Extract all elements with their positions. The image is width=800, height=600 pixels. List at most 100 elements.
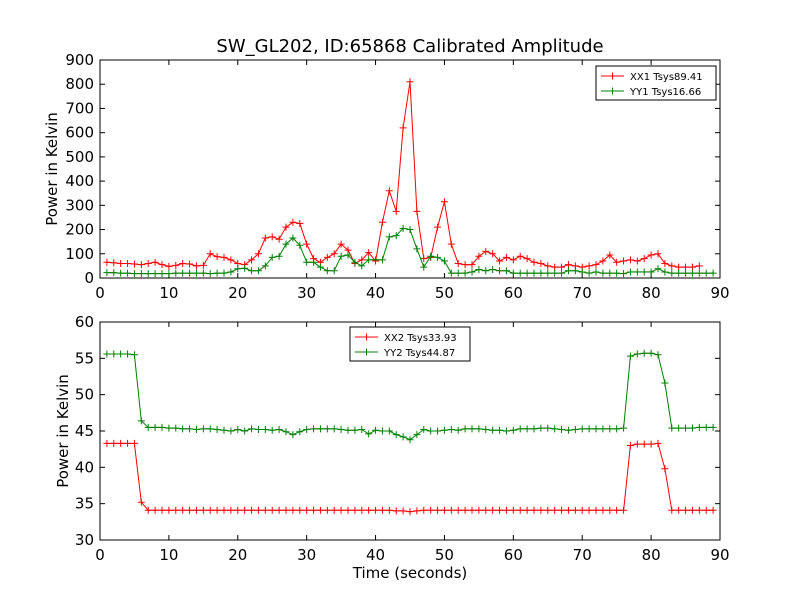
data-point bbox=[227, 268, 235, 276]
data-point bbox=[406, 508, 414, 516]
data-point bbox=[296, 428, 304, 436]
data-point bbox=[275, 235, 283, 243]
data-point bbox=[537, 506, 545, 514]
data-point bbox=[254, 506, 262, 514]
data-point bbox=[248, 267, 256, 275]
data-point bbox=[468, 506, 476, 514]
data-point bbox=[551, 269, 559, 277]
data-point bbox=[592, 261, 600, 269]
data-point bbox=[661, 465, 669, 473]
legend-marker bbox=[363, 333, 370, 341]
data-point bbox=[124, 350, 132, 358]
data-point bbox=[344, 426, 352, 434]
data-point bbox=[110, 439, 118, 447]
data-point bbox=[558, 263, 566, 271]
data-point bbox=[358, 262, 366, 270]
data-point bbox=[620, 270, 628, 278]
data-point bbox=[454, 269, 462, 277]
data-point bbox=[268, 253, 276, 261]
data-point bbox=[496, 267, 504, 275]
x-tick-label: 90 bbox=[710, 546, 729, 564]
data-point bbox=[578, 268, 586, 276]
x-tick-label: 30 bbox=[297, 546, 316, 564]
data-point bbox=[702, 506, 710, 514]
data-point bbox=[516, 269, 524, 277]
data-point bbox=[413, 431, 421, 439]
data-point bbox=[688, 263, 696, 271]
data-point bbox=[709, 423, 717, 431]
data-point bbox=[592, 425, 600, 433]
data-point bbox=[447, 269, 455, 277]
data-point bbox=[688, 424, 696, 432]
data-point bbox=[358, 426, 366, 434]
data-point bbox=[585, 425, 593, 433]
data-point bbox=[248, 506, 256, 514]
data-point bbox=[103, 350, 111, 358]
data-point bbox=[289, 234, 297, 242]
data-point bbox=[509, 256, 517, 264]
data-point bbox=[434, 506, 442, 514]
data-point bbox=[564, 267, 572, 275]
data-point bbox=[544, 262, 552, 270]
data-point bbox=[551, 263, 559, 271]
data-point bbox=[310, 258, 318, 266]
data-point bbox=[654, 265, 662, 273]
y-tick-label: 600 bbox=[65, 124, 94, 142]
data-point bbox=[275, 506, 283, 514]
data-point bbox=[172, 506, 180, 514]
data-point bbox=[378, 427, 386, 435]
data-point bbox=[192, 426, 200, 434]
data-point bbox=[613, 269, 621, 277]
legend: XX1 Tsys89.41 YY1 Tsys16.66 bbox=[595, 65, 717, 101]
data-point bbox=[227, 427, 235, 435]
x-tick-label: 60 bbox=[504, 284, 523, 302]
data-point bbox=[261, 426, 269, 434]
data-point bbox=[523, 255, 531, 263]
data-point bbox=[282, 506, 290, 514]
data-point bbox=[537, 424, 545, 432]
y-tick-label: 50 bbox=[75, 386, 94, 404]
data-point bbox=[158, 270, 166, 278]
data-point bbox=[186, 506, 194, 514]
data-point bbox=[330, 506, 338, 514]
data-point bbox=[489, 506, 497, 514]
data-point bbox=[144, 259, 152, 267]
data-point bbox=[220, 506, 228, 514]
data-point bbox=[502, 506, 510, 514]
data-point bbox=[365, 249, 373, 257]
data-point bbox=[413, 245, 421, 253]
data-point bbox=[227, 256, 235, 264]
data-point bbox=[137, 498, 145, 506]
data-point bbox=[206, 425, 214, 433]
data-point bbox=[316, 425, 324, 433]
data-point bbox=[537, 269, 545, 277]
data-point bbox=[640, 255, 648, 263]
data-point bbox=[213, 269, 221, 277]
data-point bbox=[213, 426, 221, 434]
data-point bbox=[482, 506, 490, 514]
data-point bbox=[496, 257, 504, 265]
data-point bbox=[296, 220, 304, 227]
data-point bbox=[489, 250, 497, 258]
legend-label: XX1 Tsys89.41 bbox=[630, 72, 703, 83]
x-tick-label: 40 bbox=[366, 284, 385, 302]
data-point bbox=[461, 506, 469, 514]
data-point bbox=[447, 240, 455, 248]
data-point bbox=[165, 424, 173, 432]
data-point bbox=[385, 233, 393, 241]
data-point bbox=[289, 506, 297, 514]
data-point bbox=[647, 349, 655, 357]
data-point bbox=[516, 506, 524, 514]
data-point bbox=[530, 425, 538, 433]
data-point bbox=[571, 506, 579, 514]
y-tick-label: 35 bbox=[75, 495, 94, 513]
data-point bbox=[234, 506, 242, 514]
data-point bbox=[606, 506, 614, 514]
data-point bbox=[261, 234, 269, 242]
legend: XX2 Tsys33.93 YY2 Tsys44.87 bbox=[349, 326, 471, 362]
data-point bbox=[151, 423, 159, 431]
data-point bbox=[186, 425, 194, 433]
data-point bbox=[564, 261, 572, 269]
data-point bbox=[365, 430, 373, 438]
data-point bbox=[475, 425, 483, 433]
